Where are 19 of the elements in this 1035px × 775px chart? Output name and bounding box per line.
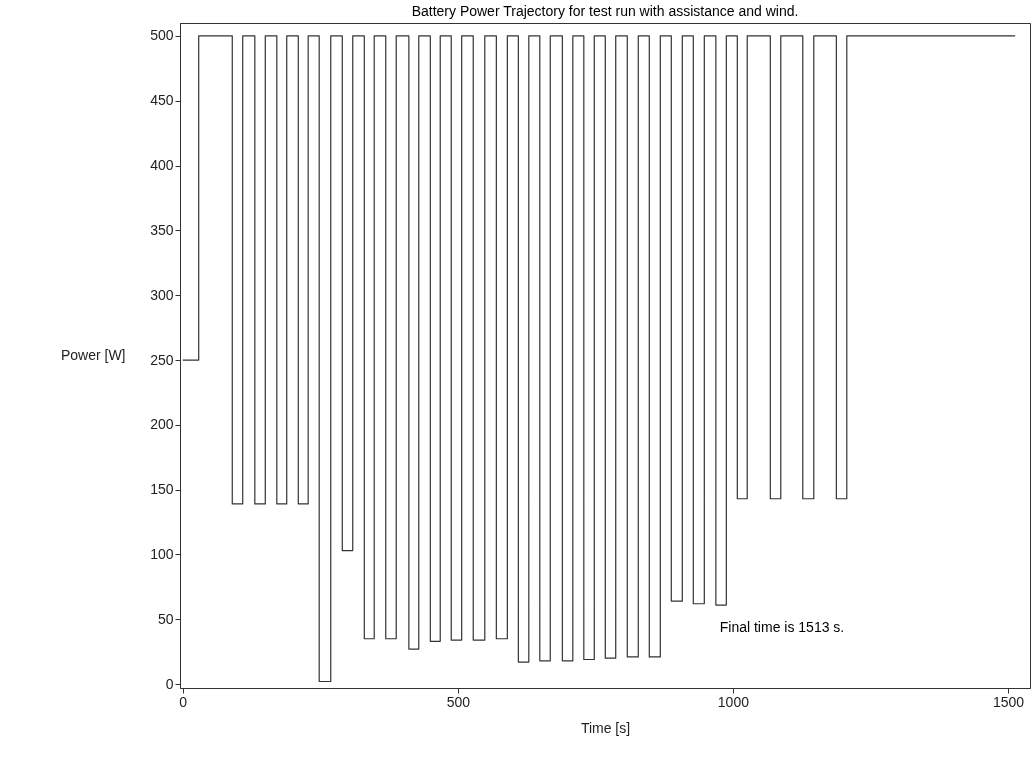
y-tick-label: 300	[150, 286, 174, 303]
y-tick-label: 50	[157, 610, 174, 627]
y-tick-label: 150	[150, 481, 174, 498]
y-tick-label: 0	[165, 675, 174, 692]
y-tick-label: 200	[150, 416, 174, 433]
chart-title: Battery Power Trajectory for test run with assistance and wind.	[411, 3, 799, 19]
y-tick-label: 250	[150, 351, 174, 368]
y-tick-label: 100	[150, 545, 174, 562]
x-axis-title: Time [s]	[580, 719, 631, 736]
x-tick-label: 1500	[992, 693, 1025, 710]
annotation: Final time is 1513 s.	[719, 619, 845, 635]
y-axis-title: Power [W]	[60, 347, 126, 363]
y-tick-label: 400	[150, 157, 174, 174]
x-tick-label: 500	[446, 693, 471, 710]
y-tick-label: 350	[150, 221, 174, 238]
y-tick-label: 500	[150, 27, 174, 44]
x-tick-label: 0	[179, 693, 188, 710]
x-tick-label: 1000	[717, 693, 750, 710]
y-tick-label: 450	[150, 92, 174, 109]
